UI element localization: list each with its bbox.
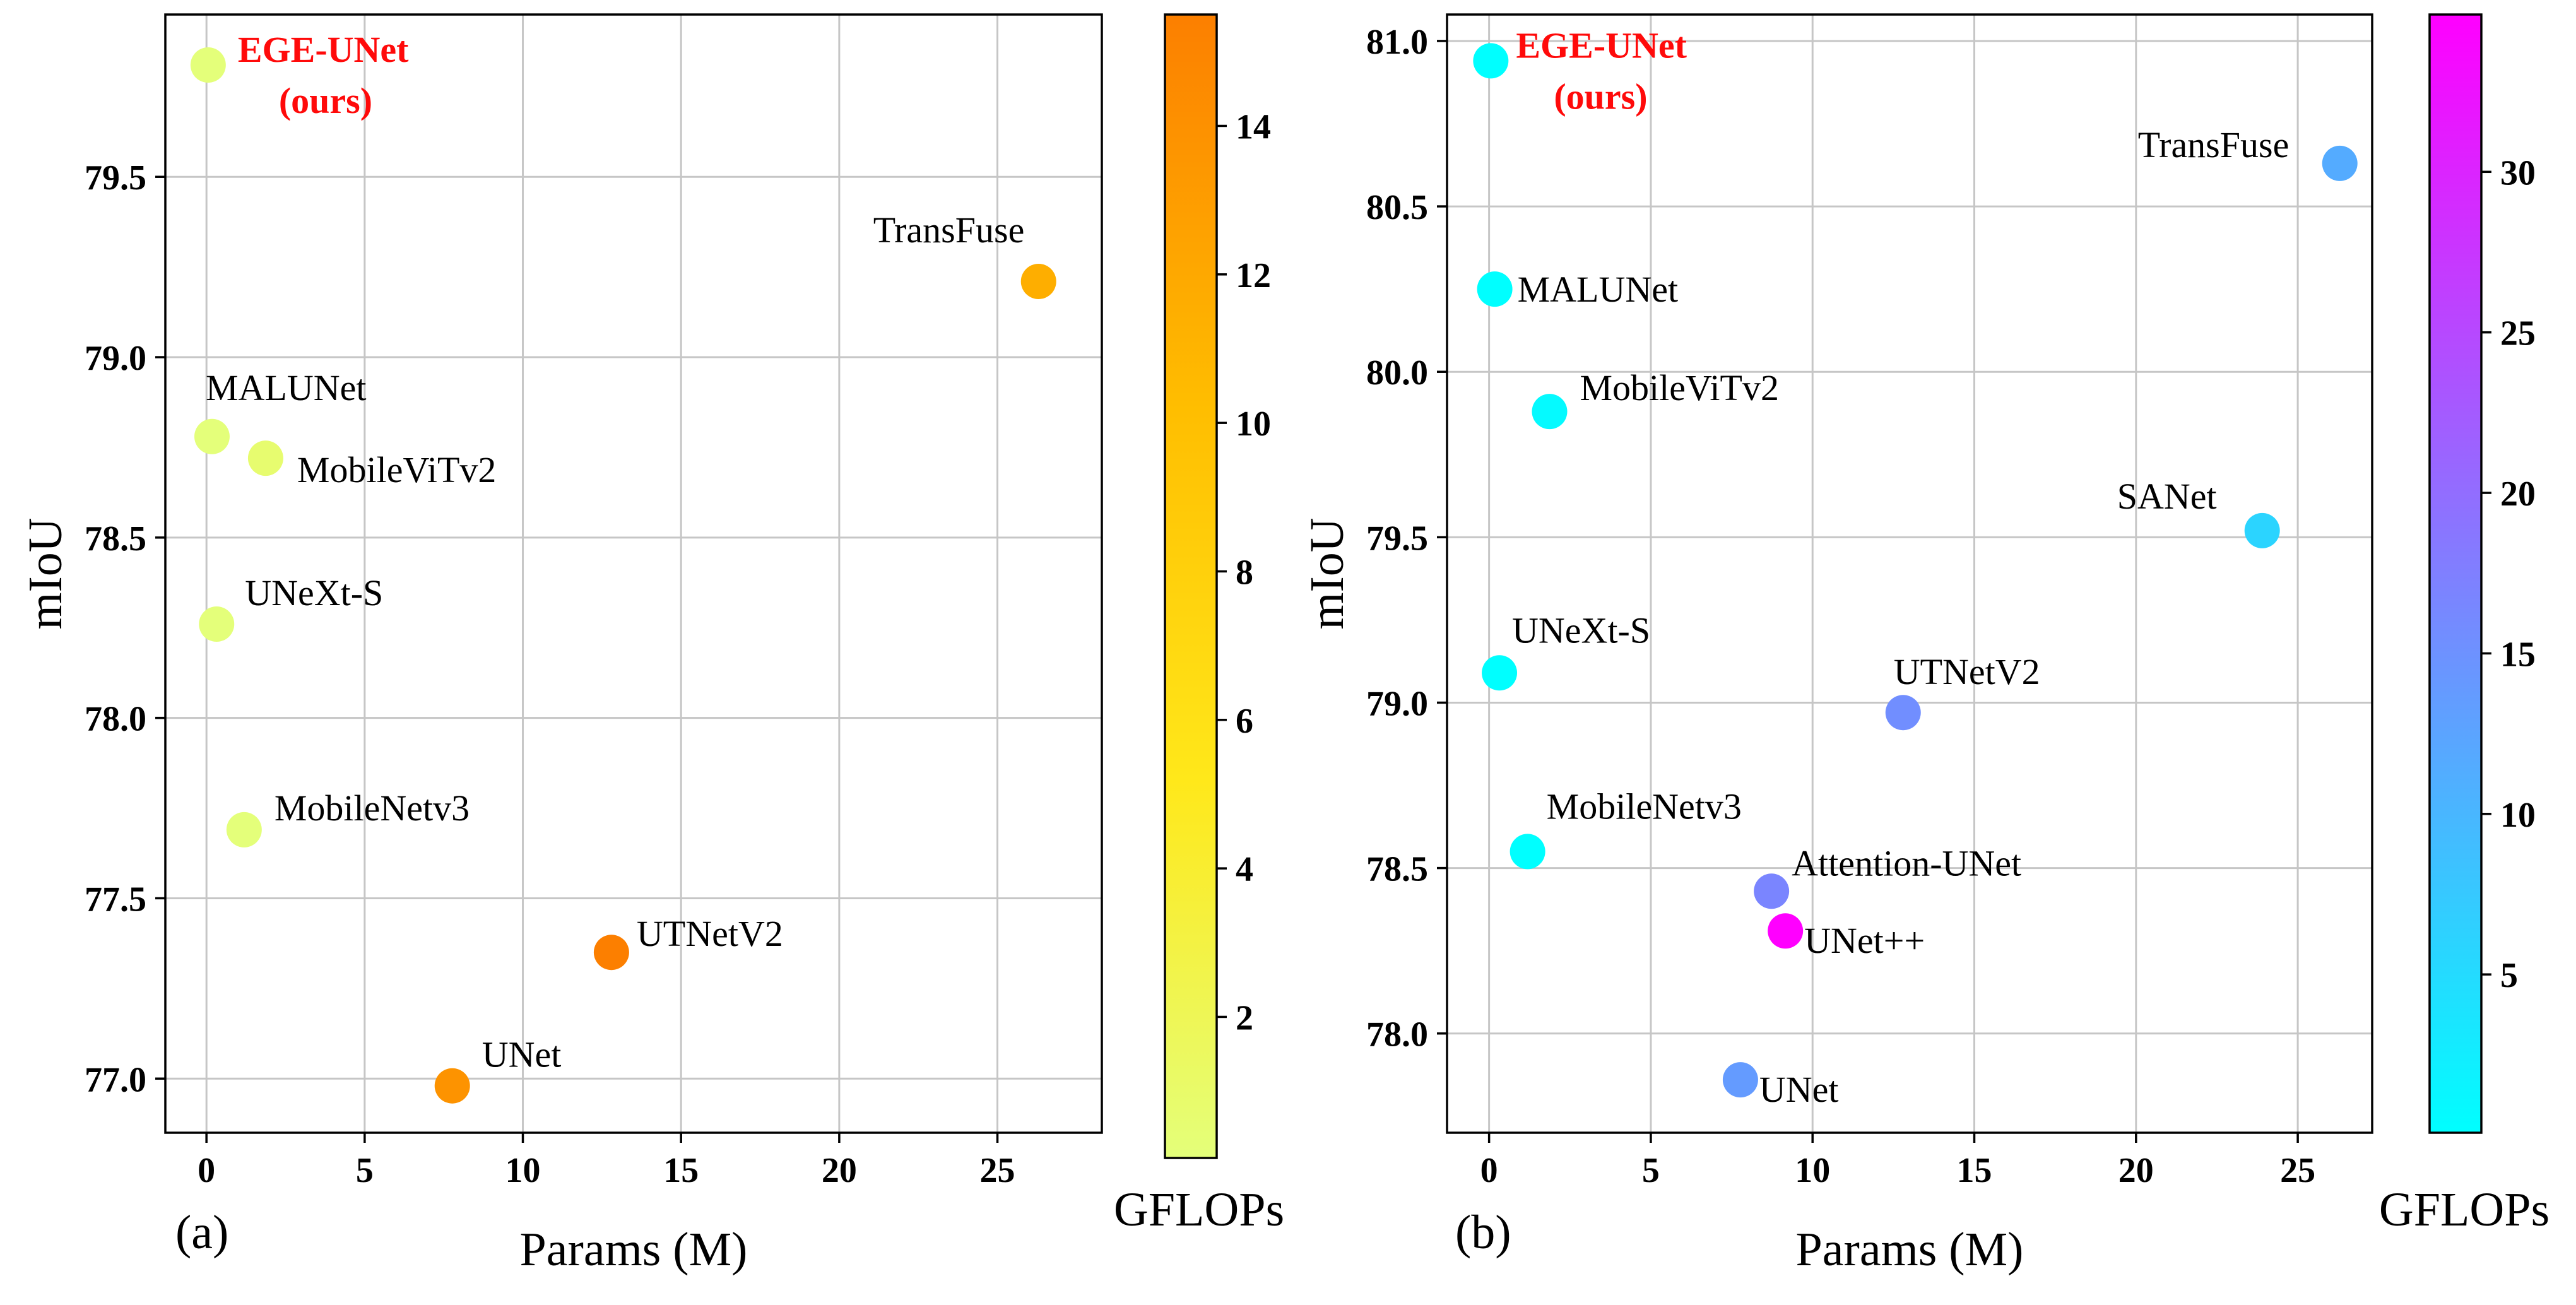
data-point <box>2322 145 2358 181</box>
y-tick-label: 79.5 <box>85 158 146 198</box>
colorbar-tick-label: 2 <box>1236 998 1253 1037</box>
x-tick-label: 25 <box>2280 1151 2315 1190</box>
data-point <box>1473 43 1509 79</box>
colorbar-gradient <box>1164 13 1218 1159</box>
colorbar-tick-label: 4 <box>1236 850 1253 889</box>
plot-frame <box>1446 13 2373 1134</box>
data-point <box>1722 1062 1758 1098</box>
panel-tag: (b) <box>1455 1206 1511 1259</box>
point-label: UTNetV2 <box>637 913 783 954</box>
data-point <box>1532 394 1568 430</box>
chart-panel-b: 0 5 10 15 20 25 78.0 78.5 79.0 79.5 80.0 80.5 81.0 Pa… <box>1301 13 2549 1276</box>
colorbar-tick-label: 5 <box>2500 956 2518 995</box>
point-label-suffix: (ours) <box>1554 76 1647 117</box>
point-label-suffix: (ours) <box>279 80 372 121</box>
data-point <box>1020 263 1056 299</box>
x-tick-label: 5 <box>356 1151 374 1190</box>
y-tick-label: 79.0 <box>1366 684 1428 723</box>
x-tick-label: 20 <box>822 1151 857 1190</box>
y-tick-label: 80.5 <box>1366 188 1428 227</box>
point-label: UNeXt-S <box>1512 610 1650 651</box>
y-axis-label: mIoU <box>19 517 72 629</box>
colorbar-tick-label: 14 <box>1236 107 1271 146</box>
point-label: MALUNet <box>206 367 367 408</box>
data-point <box>1768 913 1804 949</box>
colorbar: 5 10 15 20 25 30 GFLOPs <box>2379 13 2549 1236</box>
colorbar-tick-label: 25 <box>2500 314 2536 353</box>
y-tick-label: 80.0 <box>1366 353 1428 393</box>
colorbar-tick-label: 10 <box>1236 404 1271 444</box>
colorbar-label: GFLOPs <box>2379 1183 2549 1236</box>
x-tick-label: 0 <box>1480 1151 1498 1190</box>
point-label: MobileViTv2 <box>1580 367 1779 408</box>
data-point <box>194 418 230 454</box>
colorbar-tick-label: 10 <box>2500 796 2536 835</box>
colorbar-label: GFLOPs <box>1114 1183 1284 1236</box>
point-label: EGE-UNet <box>1516 25 1687 66</box>
y-tick-label: 81.0 <box>1366 23 1428 62</box>
data-point <box>2244 512 2280 548</box>
y-tick-label: 79.0 <box>85 339 146 378</box>
point-label: MobileViTv2 <box>297 449 496 490</box>
point-label: MobileNetv3 <box>275 788 470 829</box>
x-tick-label: 5 <box>1642 1151 1660 1190</box>
y-axis-label: mIoU <box>1301 517 1354 629</box>
x-tick-label: 20 <box>2118 1151 2154 1190</box>
y-tick-label: 79.5 <box>1366 519 1428 558</box>
data-point <box>1510 834 1545 870</box>
panel-tag: (a) <box>175 1206 228 1259</box>
colorbar-gradient <box>2428 13 2483 1134</box>
point-label: MALUNet <box>1518 269 1679 310</box>
point-label: TransFuse <box>2138 124 2289 165</box>
x-tick-label: 10 <box>1795 1151 1830 1190</box>
colorbar-tick-label: 15 <box>2500 635 2536 674</box>
data-point <box>593 935 629 971</box>
point-label: UNet <box>482 1034 562 1075</box>
chart-panel-a: 0 5 10 15 20 25 77.0 77.5 78.0 78.5 79.0 79.5 Params… <box>19 13 1284 1276</box>
colorbar-tick-label: 12 <box>1236 256 1271 295</box>
point-label: TransFuse <box>873 210 1025 251</box>
point-label: UTNetV2 <box>1894 651 2040 692</box>
grid <box>165 15 1102 1133</box>
y-tick-label: 77.0 <box>85 1060 146 1099</box>
y-tick-label: 78.5 <box>85 519 146 558</box>
x-tick-label: 0 <box>198 1151 215 1190</box>
point-label: UNet <box>1759 1069 1839 1110</box>
colorbar: 2 4 6 8 10 12 14 GFLOPs <box>1114 13 1284 1236</box>
point-label: Attention-UNet <box>1792 842 2021 883</box>
data-point <box>247 440 283 476</box>
colorbar-tick-label: 6 <box>1236 702 1253 741</box>
data-point <box>1885 695 1921 731</box>
y-tick-label: 78.0 <box>85 700 146 739</box>
point-label: UNeXt-S <box>245 572 383 613</box>
colorbar-tick-label: 30 <box>2500 153 2536 192</box>
data-point <box>1754 873 1790 909</box>
point-label: EGE-UNet <box>238 29 409 70</box>
data-point <box>226 812 262 847</box>
y-tick-label: 78.5 <box>1366 850 1428 889</box>
x-tick-label: 25 <box>980 1151 1015 1190</box>
point-label: MobileNetv3 <box>1547 786 1742 827</box>
x-tick-label: 15 <box>663 1151 699 1190</box>
colorbar-tick-label: 20 <box>2500 475 2536 514</box>
x-axis-label: Params (M) <box>520 1223 748 1276</box>
x-tick-label: 15 <box>1957 1151 1992 1190</box>
point-label: SANet <box>2117 476 2217 517</box>
colorbar-tick-label: 8 <box>1236 553 1253 592</box>
x-tick-label: 10 <box>505 1151 541 1190</box>
plot-frame <box>164 13 1103 1134</box>
data-point <box>1477 271 1513 307</box>
x-axis-label: Params (M) <box>1796 1223 2024 1276</box>
point-label: UNet++ <box>1804 920 1925 961</box>
y-tick-label: 78.0 <box>1366 1015 1428 1054</box>
data-point <box>199 606 235 642</box>
data-point <box>1482 655 1518 691</box>
data-point <box>434 1068 470 1104</box>
grid <box>1447 15 2372 1133</box>
data-point <box>190 47 226 83</box>
y-tick-label: 77.5 <box>85 880 146 919</box>
